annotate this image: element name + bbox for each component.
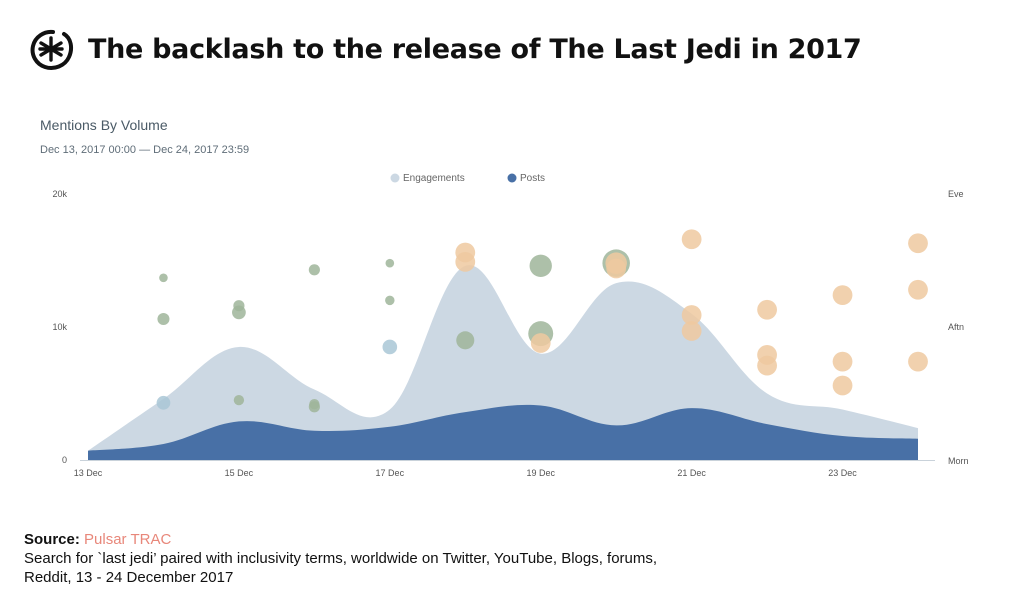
bubble-green[interactable] [233, 394, 245, 406]
bubble-orange[interactable] [681, 229, 702, 250]
bubble-orange[interactable] [681, 305, 702, 325]
bubble-orange[interactable] [606, 258, 627, 279]
bubble-green[interactable] [456, 331, 475, 350]
source-label: Source: [24, 531, 80, 548]
chart-legend: Engagements Posts [390, 173, 545, 184]
y-tick-label: 10k [52, 322, 67, 332]
bubble-orange[interactable] [757, 355, 777, 376]
y2-tick-label: Eve [948, 189, 964, 199]
source-description-line1: Search for `last jedi’ paired with inclu… [24, 550, 658, 567]
x-tick-label: 17 Dec [376, 468, 405, 478]
source-description-line2: Reddit, 13 - 24 December 2017 [24, 569, 234, 586]
chart-panel-title: Mentions By Volume [40, 117, 168, 133]
legend-engagements-swatch[interactable] [390, 173, 400, 183]
bubble-green[interactable] [529, 254, 552, 277]
bubble-green[interactable] [385, 295, 395, 306]
y-tick-label: 0 [62, 455, 67, 465]
x-tick-label: 19 Dec [526, 468, 555, 478]
bubble-orange[interactable] [455, 251, 476, 272]
legend-engagements-label[interactable]: Engagements [403, 173, 465, 184]
bubble-orange[interactable] [908, 279, 928, 300]
y2-axis-ticks: Morn Aftn Eve [948, 189, 969, 466]
y-tick-label: 20k [52, 189, 67, 199]
y2-tick-label: Aftn [948, 322, 964, 332]
page-title: The backlash to the release of The Last … [88, 33, 862, 65]
bubble-orange[interactable] [908, 233, 928, 254]
x-tick-label: 21 Dec [677, 468, 706, 478]
bubble-blue[interactable] [156, 395, 171, 410]
bubble-green[interactable] [159, 273, 168, 283]
chart-date-range: Dec 13, 2017 00:00 — Dec 24, 2017 23:59 [40, 144, 250, 156]
posts-area [88, 404, 918, 460]
header: The backlash to the release of The Last … [28, 24, 862, 74]
bubble-green[interactable] [157, 313, 170, 326]
bubble-orange[interactable] [681, 321, 702, 341]
bubble-green[interactable] [385, 258, 395, 268]
bubble-orange[interactable] [530, 333, 551, 353]
source-footer: Source: Pulsar TRAC Search for `last jed… [24, 530, 657, 587]
bubble-orange[interactable] [832, 351, 853, 372]
bubble-green[interactable] [308, 401, 320, 413]
bubble-green[interactable] [308, 264, 320, 276]
bubble-orange[interactable] [832, 285, 853, 305]
y-axis-ticks: 0 10k 20k [52, 189, 67, 465]
x-axis-ticks: 13 Dec 15 Dec 17 Dec 19 Dec 21 Dec 23 De… [74, 468, 858, 478]
x-tick-label: 13 Dec [74, 468, 103, 478]
source-link[interactable]: Pulsar TRAC [84, 531, 172, 548]
bubble-orange[interactable] [832, 375, 853, 396]
bubble-green[interactable] [232, 305, 246, 320]
bubble-orange[interactable] [757, 299, 777, 320]
asterisk-circle-logo-icon [30, 29, 74, 70]
y2-tick-label: Morn [948, 456, 969, 466]
bubble-layer [156, 229, 928, 413]
legend-posts-swatch[interactable] [507, 173, 517, 183]
bubble-orange[interactable] [908, 351, 928, 372]
mentions-chart: Engagements Posts 0 10k 20k Morn Aftn Ev… [52, 173, 969, 478]
x-tick-label: 23 Dec [828, 468, 857, 478]
x-tick-label: 15 Dec [225, 468, 254, 478]
legend-posts-label[interactable]: Posts [520, 173, 545, 184]
bubble-blue[interactable] [382, 339, 398, 355]
